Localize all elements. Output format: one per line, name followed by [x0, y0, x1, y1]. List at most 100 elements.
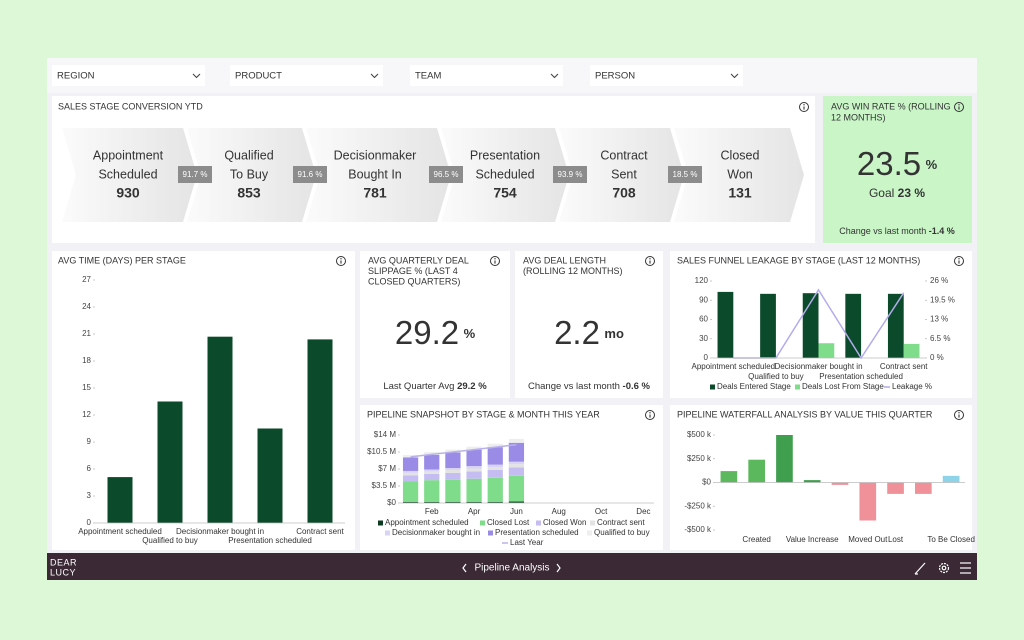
- legend-label: Last Year: [510, 538, 544, 547]
- conversion-rate: 91.7 %: [183, 170, 208, 179]
- legend-swatch: [710, 384, 715, 390]
- bar: [720, 471, 738, 483]
- legend-swatch: [536, 520, 541, 526]
- y-tick-label: 90: [699, 295, 708, 304]
- filter-label: REGION: [57, 71, 95, 82]
- bar-segment: [445, 472, 461, 480]
- stage-name: Bought In: [348, 167, 402, 181]
- stage-name: Sent: [611, 167, 637, 181]
- y-tick-label: 13 %: [930, 315, 948, 324]
- kpi-unit: %: [926, 157, 938, 172]
- y-tick-label: $250 k: [687, 454, 712, 463]
- funnel-stage: [674, 128, 804, 222]
- dropdown-arrow: [192, 73, 201, 79]
- menu-icon[interactable]: [960, 562, 971, 574]
- x-tick-label: Contract sent: [296, 527, 344, 536]
- bar-segment: [402, 470, 419, 473]
- bar-segment: [445, 452, 461, 469]
- logo: LUCY: [50, 567, 76, 577]
- bar-segment: [445, 479, 461, 503]
- kpi-unit: %: [464, 326, 476, 341]
- kpi-footer: Last Quarter Avg 29.2 %: [383, 381, 487, 392]
- bar: [803, 480, 821, 483]
- legend-swatch: [795, 384, 800, 390]
- change-value: -1.4 %: [929, 226, 955, 236]
- legend-swatch: [480, 520, 485, 526]
- funnel-stage: [306, 128, 451, 222]
- x-tick-label: Moved Out: [848, 535, 888, 544]
- panel-title: AVG WIN RATE % (ROLLING: [831, 101, 951, 111]
- bar-segment: [402, 481, 419, 503]
- conversion-badge: [293, 166, 327, 183]
- funnel-stage: [559, 128, 684, 222]
- bar: [845, 293, 862, 358]
- bar-segment: [508, 501, 525, 503]
- edit-icon[interactable]: [914, 562, 926, 575]
- bar: [748, 459, 765, 483]
- prev-button[interactable]: [462, 563, 467, 573]
- y-tick-label: 0: [87, 518, 92, 527]
- y-tick-label: 18: [82, 356, 91, 365]
- goal-value: 23 %: [898, 186, 926, 200]
- bar-segment: [508, 438, 525, 443]
- y-tick-label: -$500 k: [684, 525, 712, 534]
- bar: [157, 401, 183, 523]
- y-tick-label: 27: [82, 275, 91, 284]
- conversion-rate: 91.6 %: [298, 170, 323, 179]
- x-tick-label: Apr: [468, 507, 481, 516]
- bar: [307, 339, 333, 523]
- kpi-footer-label: Last Quarter Avg: [383, 381, 454, 392]
- legend-swatch: [590, 520, 595, 526]
- x-tick-label: Feb: [425, 507, 439, 516]
- panel: [360, 251, 510, 398]
- legend-swatch: [385, 530, 390, 536]
- legend-swatch: [378, 520, 383, 526]
- panel-title: SALES FUNNEL LEAKAGE BY STAGE (LAST 12 M…: [677, 255, 920, 265]
- bar-segment: [466, 478, 482, 503]
- next-button[interactable]: [556, 563, 561, 573]
- bar-segment: [402, 475, 419, 482]
- y-tick-label: 6.5 %: [930, 334, 950, 343]
- bar-segment: [424, 471, 440, 474]
- y-tick-label: 19.5 %: [930, 295, 955, 304]
- panel-title: (ROLLING 12 MONTHS): [523, 266, 623, 276]
- bar-segment: [445, 449, 461, 453]
- filter-label: PRODUCT: [235, 71, 282, 82]
- filter-dropdown[interactable]: [52, 65, 205, 86]
- y-tick-label: 120: [695, 276, 709, 285]
- bar: [107, 477, 133, 523]
- kpi-footer-value: -0.6 %: [623, 381, 651, 392]
- x-tick-label: Value Increase: [786, 535, 839, 544]
- bar: [207, 336, 233, 523]
- bar: [887, 293, 904, 358]
- filter-dropdown[interactable]: [410, 65, 563, 86]
- kpi-value: 2.2 mo: [554, 314, 624, 351]
- bar-segment: [424, 469, 440, 472]
- filter-label: TEAM: [415, 71, 441, 82]
- bar: [942, 475, 960, 483]
- y-tick-label: 26 %: [930, 276, 948, 285]
- kpi-value: 29.2 %: [395, 314, 476, 351]
- legend-swatch: [587, 530, 592, 536]
- y-tick-label: 9: [87, 437, 92, 446]
- panel: [823, 96, 972, 243]
- conversion-rate: 96.5 %: [434, 170, 459, 179]
- y-tick-label: 12: [82, 410, 91, 419]
- filter-dropdown[interactable]: [590, 65, 743, 86]
- goal-label: Goal: [869, 186, 894, 200]
- panel: [515, 251, 663, 398]
- x-tick-label: Decisionmaker bought in: [774, 362, 862, 371]
- bar-segment: [508, 464, 525, 468]
- bar-segment: [424, 452, 440, 455]
- bar-segment: [424, 502, 440, 503]
- change: Change vs last month -1.4 %: [839, 226, 955, 236]
- panel-title: SLIPPAGE % (LAST 4: [368, 266, 458, 276]
- y-tick-label: $10.5 M: [367, 447, 396, 456]
- filter-dropdown[interactable]: [230, 65, 383, 86]
- kpi-number: 2.2: [554, 314, 600, 351]
- bar-segment: [466, 446, 482, 450]
- settings-icon[interactable]: [938, 562, 950, 574]
- conversion-badge: [178, 166, 212, 183]
- funnel-stage: [62, 128, 197, 222]
- goal: Goal 23 %: [869, 186, 925, 200]
